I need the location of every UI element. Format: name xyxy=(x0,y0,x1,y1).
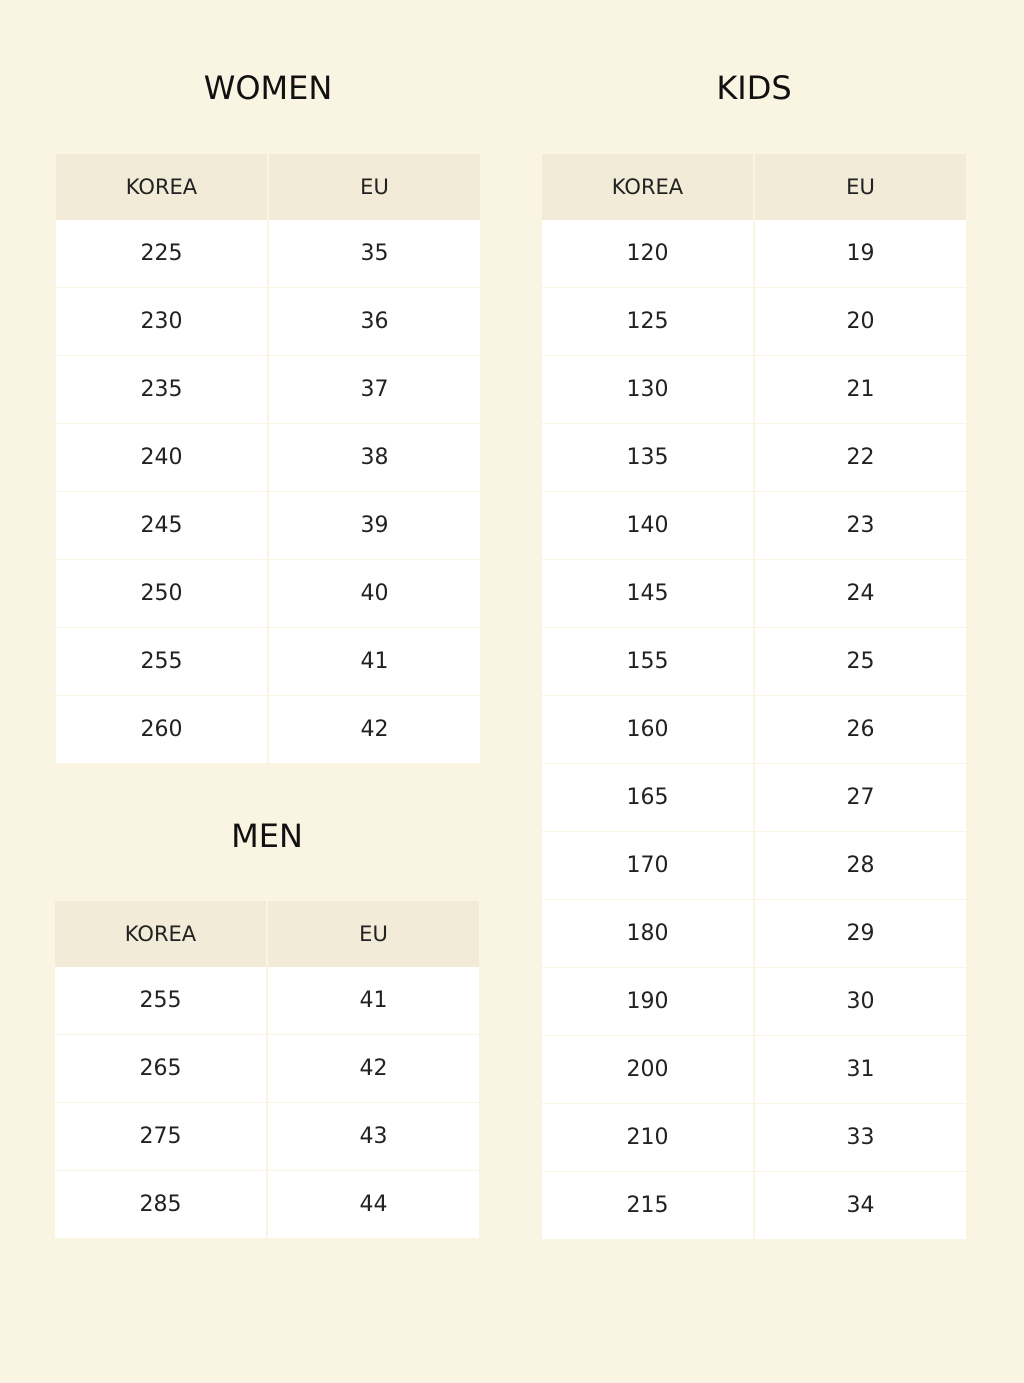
table-cell: 38 xyxy=(269,424,480,491)
table-cell: 42 xyxy=(268,1035,479,1102)
table-cell: 125 xyxy=(542,288,753,355)
table-cell: 135 xyxy=(542,424,753,491)
table-cell: 41 xyxy=(269,628,480,695)
table-cell: 21 xyxy=(755,356,966,423)
table-cell: 210 xyxy=(542,1104,753,1171)
table-cell: 285 xyxy=(55,1171,266,1238)
header-cell: KOREA xyxy=(542,154,753,220)
table-cell: 275 xyxy=(55,1103,266,1170)
table-cell: 24 xyxy=(755,560,966,627)
table-cell: 26 xyxy=(755,696,966,763)
table-cell: 34 xyxy=(755,1172,966,1239)
table-cell: 20 xyxy=(755,288,966,355)
table-cell: 225 xyxy=(56,220,267,287)
table-cell: 180 xyxy=(542,900,753,967)
table-cell: 29 xyxy=(755,900,966,967)
table-cell: 44 xyxy=(268,1171,479,1238)
table-cell: 22 xyxy=(755,424,966,491)
table-cell: 42 xyxy=(269,696,480,763)
table-cell: 230 xyxy=(56,288,267,355)
table-cell: 39 xyxy=(269,492,480,559)
table-cell: 19 xyxy=(755,220,966,287)
table-cell: 43 xyxy=(268,1103,479,1170)
table-cell: 240 xyxy=(56,424,267,491)
table-cell: 25 xyxy=(755,628,966,695)
table-cell: 130 xyxy=(542,356,753,423)
table-cell: 155 xyxy=(542,628,753,695)
table-cell: 37 xyxy=(269,356,480,423)
header-cell: EU xyxy=(755,154,966,220)
table-cell: 40 xyxy=(269,560,480,627)
table-cell: 30 xyxy=(755,968,966,1035)
table-cell: 145 xyxy=(542,560,753,627)
table-cell: 260 xyxy=(56,696,267,763)
table-cell: 250 xyxy=(56,560,267,627)
table-cell: 235 xyxy=(56,356,267,423)
section-title: MEN xyxy=(231,817,303,855)
table-cell: 255 xyxy=(55,967,266,1034)
table-cell: 245 xyxy=(56,492,267,559)
table-cell: 215 xyxy=(542,1172,753,1239)
table-cell: 31 xyxy=(755,1036,966,1103)
table-cell: 160 xyxy=(542,696,753,763)
table-cell: 200 xyxy=(542,1036,753,1103)
header-cell: KOREA xyxy=(55,901,266,967)
header-cell: KOREA xyxy=(56,154,267,220)
section-title: KIDS xyxy=(716,69,792,107)
table-cell: 27 xyxy=(755,764,966,831)
table-cell: 41 xyxy=(268,967,479,1034)
table-cell: 35 xyxy=(269,220,480,287)
table-cell: 170 xyxy=(542,832,753,899)
table-cell: 265 xyxy=(55,1035,266,1102)
table-cell: 120 xyxy=(542,220,753,287)
table-cell: 23 xyxy=(755,492,966,559)
table-cell: 33 xyxy=(755,1104,966,1171)
table-cell: 255 xyxy=(56,628,267,695)
table-cell: 140 xyxy=(542,492,753,559)
header-cell: EU xyxy=(268,901,479,967)
table-cell: 36 xyxy=(269,288,480,355)
table-cell: 190 xyxy=(542,968,753,1035)
table-cell: 28 xyxy=(755,832,966,899)
header-cell: EU xyxy=(269,154,480,220)
table-cell: 165 xyxy=(542,764,753,831)
section-title: WOMEN xyxy=(203,69,333,107)
